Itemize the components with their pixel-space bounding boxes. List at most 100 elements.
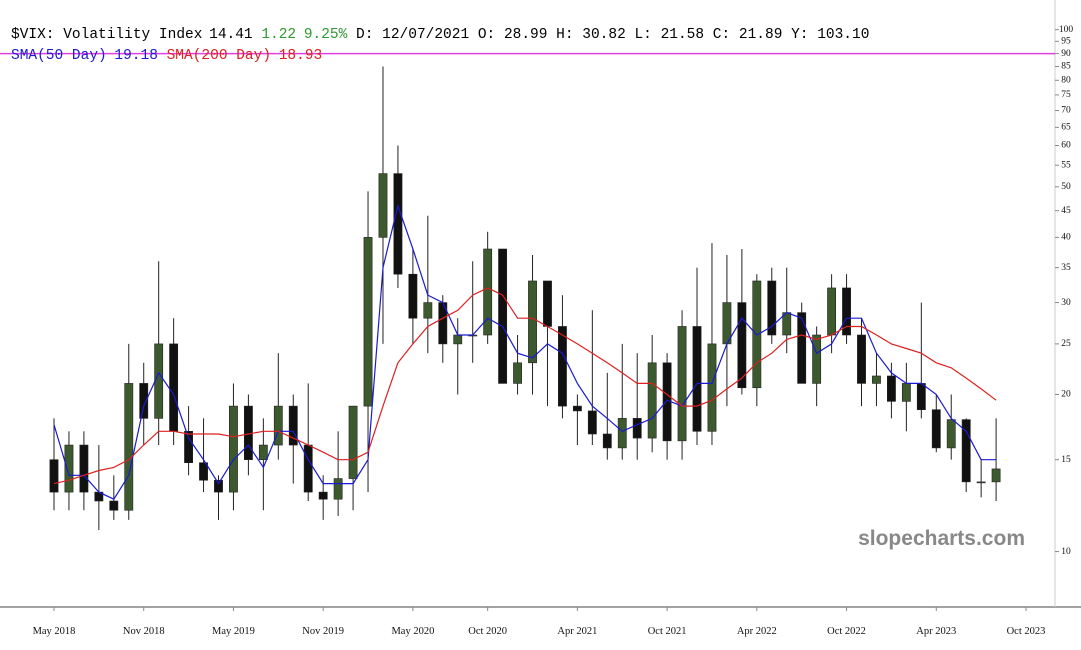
candle <box>722 255 732 407</box>
candle-body <box>602 433 612 449</box>
candle <box>662 353 672 460</box>
candle <box>438 295 448 363</box>
candle-body <box>827 287 837 336</box>
candle-body <box>498 248 508 384</box>
candle-body <box>946 419 956 449</box>
candle-body <box>303 444 313 493</box>
candle-body <box>199 462 208 481</box>
candle-body <box>64 444 74 493</box>
x-tick-label: May 2020 <box>391 626 434 637</box>
candle-body <box>677 326 687 442</box>
candle <box>333 431 343 516</box>
y-tick-label: 65 <box>1061 123 1071 133</box>
candle-body <box>139 383 149 419</box>
watermark: slopecharts.com <box>858 527 1025 550</box>
candle-body <box>318 491 328 500</box>
candle <box>842 274 851 344</box>
y-tick-label: 60 <box>1061 141 1071 151</box>
candle <box>199 418 208 493</box>
candle-body <box>632 418 642 439</box>
candle <box>64 431 74 511</box>
candle <box>887 362 896 419</box>
y-tick-label: 75 <box>1061 90 1071 100</box>
y-tick-label: 80 <box>1061 75 1071 85</box>
candle-body <box>348 405 358 479</box>
change-pct: 9.25% <box>303 27 348 43</box>
candle <box>513 335 522 395</box>
candle <box>872 353 881 407</box>
candle-body <box>767 280 777 336</box>
y-tick-label: 70 <box>1061 106 1071 116</box>
y-tick-label: 45 <box>1061 206 1071 216</box>
candle-body <box>184 431 193 464</box>
candle <box>408 248 418 344</box>
x-tick-label: Oct 2021 <box>648 626 687 637</box>
candle-body <box>692 326 702 432</box>
candle <box>124 343 134 520</box>
candle-body <box>991 468 1001 483</box>
legend-name: SMA(50 Day) <box>11 48 107 64</box>
candle <box>528 255 537 395</box>
x-tick-label: May 2018 <box>33 626 76 637</box>
candle-body <box>797 312 807 384</box>
candle-body <box>842 287 851 336</box>
change: 1.22 <box>261 27 297 43</box>
candle <box>94 445 104 530</box>
candle-body <box>109 500 119 511</box>
candle-body <box>408 273 418 319</box>
candle <box>572 394 582 446</box>
x-tick-label: Apr 2022 <box>737 626 777 637</box>
candle-body <box>647 362 657 439</box>
candle-body <box>976 481 986 484</box>
candle-body <box>513 362 522 384</box>
y-tick-label: 95 <box>1061 37 1071 47</box>
candle-body <box>737 302 747 389</box>
candle-body <box>453 334 463 345</box>
candle <box>214 475 223 520</box>
ohlc-info: D: 12/07/2021 O: 28.99 H: 30.82 L: 21.58… <box>356 27 870 43</box>
legend-name: SMA(200 Day) <box>166 48 272 64</box>
candle <box>498 248 508 384</box>
y-tick-label: 50 <box>1061 182 1071 192</box>
candle <box>647 335 657 453</box>
y-tick-label: 20 <box>1061 390 1071 400</box>
candle-body <box>423 302 433 319</box>
y-tick-label: 30 <box>1061 298 1071 308</box>
candle <box>363 191 373 493</box>
candle <box>378 66 388 344</box>
candle <box>916 302 926 419</box>
candle-body <box>872 375 881 384</box>
y-tick-label: 100 <box>1059 25 1074 35</box>
symbol: $VIX: Volatility Index <box>11 27 203 43</box>
x-tick-label: Apr 2023 <box>916 626 956 637</box>
candle-body <box>931 409 941 449</box>
candle <box>602 372 612 460</box>
candle <box>273 353 283 460</box>
candle <box>468 261 478 363</box>
candle <box>901 362 911 432</box>
y-tick-label: 35 <box>1061 263 1071 273</box>
candle <box>692 267 702 446</box>
candle-body <box>857 334 866 384</box>
x-tick-label: Oct 2022 <box>827 626 866 637</box>
candle-body <box>214 479 223 493</box>
candle-body <box>887 375 896 402</box>
y-tick-label: 10 <box>1061 547 1071 557</box>
candle-body <box>363 237 373 407</box>
legend-value: 18.93 <box>278 48 323 64</box>
legend-value: 19.18 <box>114 48 158 64</box>
candle <box>348 405 358 511</box>
candle <box>49 418 59 511</box>
candle-body <box>288 405 298 446</box>
candle-body <box>169 343 179 432</box>
quote-header: $VIX: Volatility Index 14.41 1.22 9.25% … <box>11 27 869 43</box>
candle <box>184 406 193 476</box>
candle <box>139 362 149 446</box>
candle-body <box>229 405 238 493</box>
y-tick-label: 55 <box>1061 160 1071 170</box>
candle <box>782 267 792 354</box>
y-tick-label: 25 <box>1061 339 1071 349</box>
candle-body <box>258 444 268 460</box>
candle-body <box>49 459 59 493</box>
